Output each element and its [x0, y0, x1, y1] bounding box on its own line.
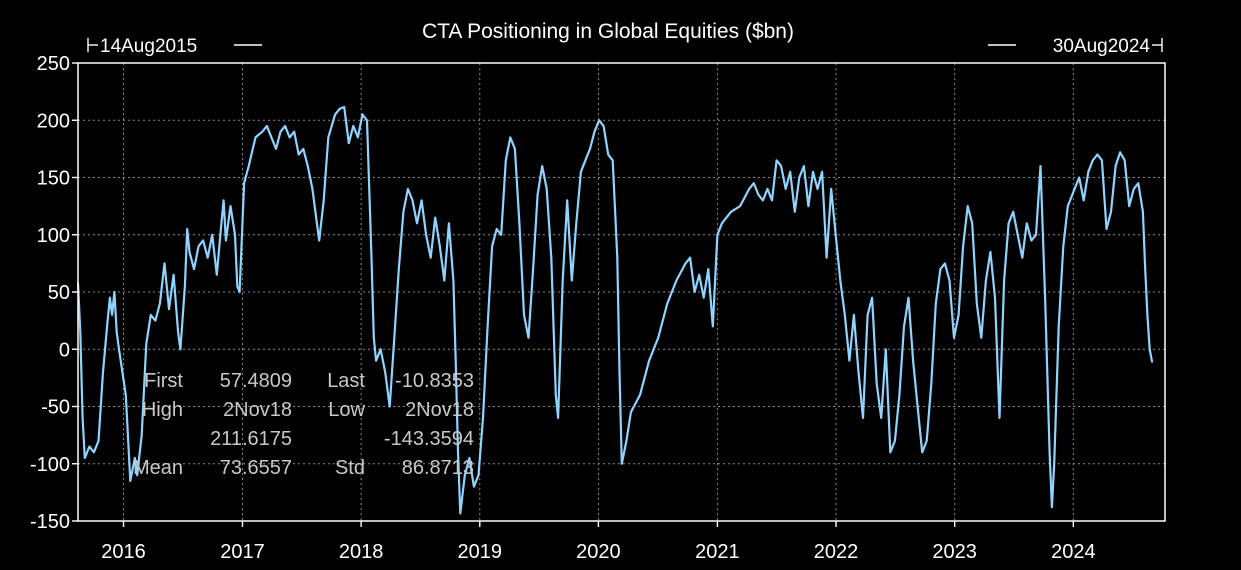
x-tick-label: 2023: [932, 541, 977, 563]
start-range-marker: [87, 38, 262, 52]
stat-std-label: Std: [335, 457, 365, 479]
statistics-box: First 57.4809 Last -10.8353 High 2Nov18 …: [133, 370, 474, 479]
y-axis: 250 200 150 100 50 0 -50 -100 -150: [30, 53, 78, 533]
chart-title: CTA Positioning in Global Equities ($bn): [422, 20, 794, 43]
end-range-marker: [988, 38, 1163, 52]
x-tick-label: 2021: [695, 541, 740, 563]
x-tick-label: 2024: [1051, 541, 1096, 563]
x-tick-label: 2020: [576, 541, 621, 563]
stat-std-value: 86.8713: [402, 457, 474, 479]
y-tick-label: 200: [37, 110, 70, 132]
stat-mean-label: Mean: [133, 457, 183, 479]
y-tick-label: -50: [41, 397, 70, 419]
y-tick-label: -100: [30, 454, 70, 476]
x-tick-label: 2017: [220, 541, 265, 563]
series-line: [76, 105, 1154, 515]
series-layer: [76, 105, 1154, 515]
stat-mean-value: 73.6557: [220, 457, 292, 479]
y-tick-label: 50: [48, 282, 70, 304]
stat-low-value: -143.3594: [384, 428, 474, 450]
x-tick-label: 2018: [339, 541, 384, 563]
stat-high-label: High: [142, 399, 183, 421]
end-date-label: 30Aug2024: [1053, 36, 1151, 57]
y-tick-label: -150: [30, 511, 70, 533]
stat-high-date: 2Nov18: [223, 399, 292, 421]
stat-low-date: 2Nov18: [405, 399, 474, 421]
x-axis: 2016 2017 2018 2019 2020 2021 2022 2023 2024: [101, 521, 1096, 563]
plot-frame: [77, 62, 1166, 522]
y-tick-label: 0: [59, 339, 70, 361]
stat-low-label: Low: [328, 399, 365, 421]
start-date-label: 14Aug2015: [100, 36, 197, 57]
x-tick-label: 2019: [458, 541, 503, 563]
stat-first-label: First: [144, 370, 183, 392]
y-tick-label: 150: [37, 168, 70, 190]
y-tick-label: 100: [37, 225, 70, 247]
stat-last-value: -10.8353: [395, 370, 474, 392]
gridlines: [78, 63, 1165, 521]
x-tick-label: 2016: [101, 541, 146, 563]
stat-first-value: 57.4809: [220, 370, 292, 392]
x-tick-label: 2022: [814, 541, 859, 563]
stat-high-value: 211.6175: [210, 428, 292, 450]
stat-last-label: Last: [327, 370, 365, 392]
y-tick-label: 250: [37, 53, 70, 75]
